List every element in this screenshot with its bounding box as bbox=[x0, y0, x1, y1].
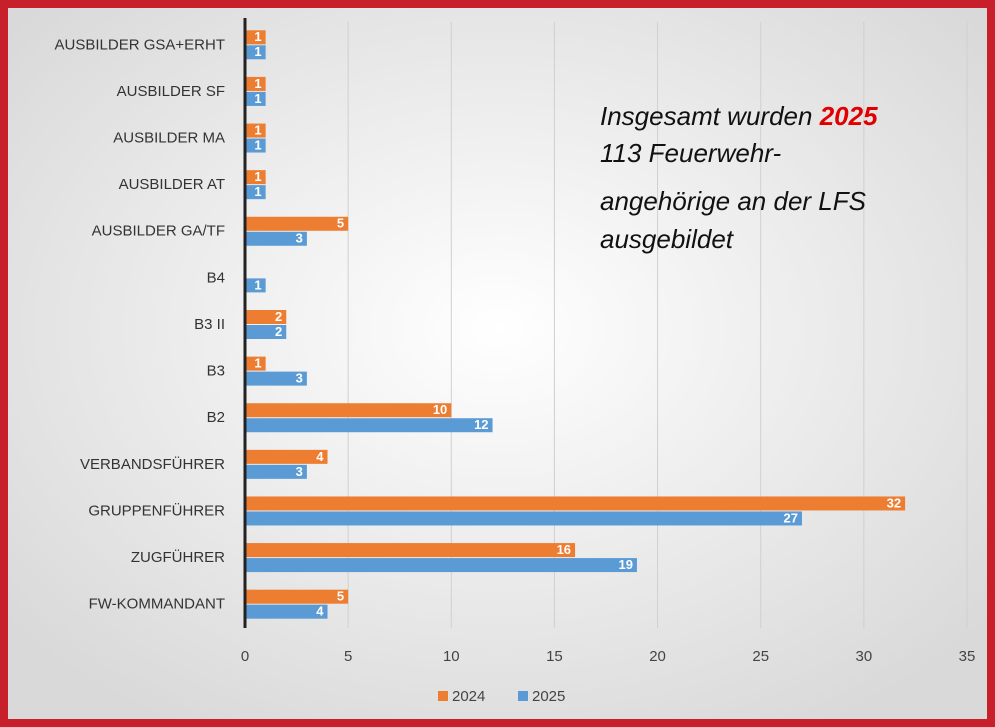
y-tick-label: AUSBILDER MA bbox=[113, 130, 225, 147]
legend-label: 2025 bbox=[532, 688, 565, 705]
bar bbox=[245, 30, 266, 45]
annotation: ausgebildet bbox=[600, 224, 735, 254]
x-tick-label: 10 bbox=[443, 648, 460, 665]
annotation: 113 Feuerwehr- bbox=[600, 138, 781, 168]
annotation-text: Insgesamt wurden bbox=[600, 101, 812, 131]
data-label: 1 bbox=[254, 122, 261, 137]
bar bbox=[245, 558, 637, 573]
bar bbox=[245, 123, 266, 138]
x-tick-label: 0 bbox=[241, 648, 249, 665]
y-tick-label: B4 bbox=[207, 269, 225, 286]
data-label: 1 bbox=[254, 44, 261, 59]
bar bbox=[245, 511, 802, 526]
bar bbox=[245, 310, 287, 324]
data-label: 1 bbox=[254, 137, 261, 152]
y-tick-label: AUSBILDER SF bbox=[117, 83, 225, 100]
bar bbox=[245, 371, 307, 386]
data-label: 1 bbox=[254, 29, 261, 44]
data-label: 32 bbox=[887, 495, 901, 510]
bar bbox=[245, 231, 307, 246]
data-label: 5 bbox=[337, 589, 344, 604]
annotation: angehörige an der LFS bbox=[600, 186, 867, 216]
data-label: 3 bbox=[296, 464, 303, 479]
bar bbox=[245, 604, 328, 619]
legend-swatch bbox=[518, 691, 528, 701]
x-tick-label: 5 bbox=[344, 648, 352, 665]
data-label: 3 bbox=[296, 231, 303, 246]
bar bbox=[245, 464, 307, 479]
background bbox=[8, 8, 987, 719]
bar bbox=[245, 449, 328, 464]
annotation: Insgesamt wurden 2025 bbox=[600, 101, 878, 131]
y-tick-label: AUSBILDER GA/TF bbox=[92, 223, 225, 240]
data-label: 1 bbox=[254, 169, 261, 184]
data-label: 19 bbox=[618, 557, 632, 572]
bar bbox=[245, 216, 349, 231]
data-label: 2 bbox=[275, 309, 282, 324]
data-label: 1 bbox=[254, 277, 261, 292]
data-label: 1 bbox=[254, 91, 261, 106]
bar bbox=[245, 543, 576, 558]
x-tick-label: 25 bbox=[752, 648, 769, 665]
bar bbox=[245, 185, 266, 200]
data-label: 12 bbox=[474, 417, 488, 432]
y-tick-label: ZUGFÜHRER bbox=[131, 548, 225, 566]
x-tick-label: 15 bbox=[546, 648, 563, 665]
bar bbox=[245, 589, 349, 604]
data-label: 16 bbox=[557, 542, 571, 557]
data-label: 1 bbox=[254, 184, 261, 199]
data-label: 27 bbox=[784, 510, 798, 525]
bar bbox=[245, 278, 266, 293]
bar bbox=[245, 325, 287, 339]
y-tick-label: B3 II bbox=[194, 316, 225, 333]
annotation-highlight: 2025 bbox=[819, 101, 878, 131]
bar bbox=[245, 138, 266, 153]
data-label: 10 bbox=[433, 402, 447, 417]
x-tick-label: 30 bbox=[856, 648, 873, 665]
data-label: 5 bbox=[337, 216, 344, 231]
data-label: 4 bbox=[316, 449, 324, 464]
x-tick-label: 20 bbox=[649, 648, 666, 665]
data-label: 3 bbox=[296, 371, 303, 386]
bar bbox=[245, 170, 266, 185]
bar bbox=[245, 403, 452, 418]
y-tick-label: VERBANDSFÜHRER bbox=[80, 455, 225, 473]
data-label: 2 bbox=[275, 324, 282, 339]
data-label: 1 bbox=[254, 76, 261, 91]
bar bbox=[245, 76, 266, 91]
y-tick-label: GRUPPENFÜHRER bbox=[88, 501, 225, 519]
y-tick-label: AUSBILDER AT bbox=[119, 176, 225, 193]
data-label: 1 bbox=[254, 356, 261, 371]
bar bbox=[245, 356, 266, 371]
y-tick-label: AUSBILDER GSA+ERHT bbox=[55, 36, 225, 53]
bar bbox=[245, 496, 906, 511]
data-label: 4 bbox=[316, 604, 324, 619]
bar bbox=[245, 91, 266, 106]
bar bbox=[245, 418, 493, 433]
legend-label: 2024 bbox=[452, 688, 485, 705]
y-tick-label: FW-KOMMANDANT bbox=[89, 596, 225, 613]
legend-swatch bbox=[438, 691, 448, 701]
y-tick-label: B3 bbox=[207, 363, 225, 380]
y-tick-label: B2 bbox=[207, 409, 225, 426]
x-tick-label: 35 bbox=[959, 648, 976, 665]
bar bbox=[245, 45, 266, 60]
